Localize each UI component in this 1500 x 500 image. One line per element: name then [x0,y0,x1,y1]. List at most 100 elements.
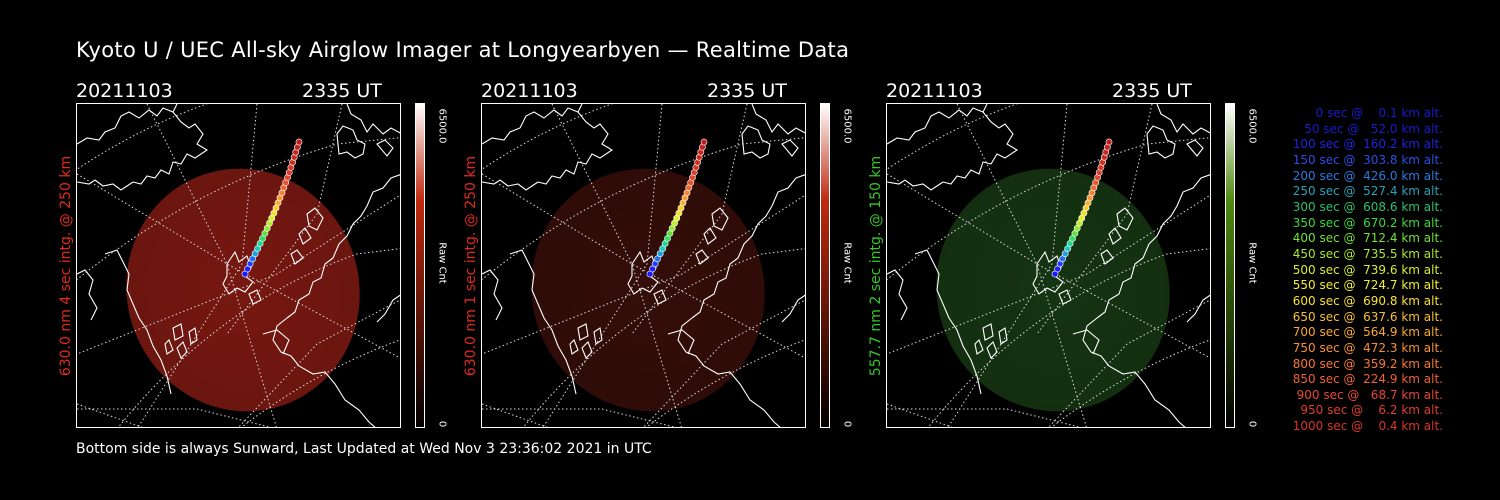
colorbar [820,103,830,428]
colorbar-max-label: 6500.0 [841,108,853,144]
coastline [298,227,312,245]
coastline [914,249,982,395]
lat-lon-gridline [77,408,272,427]
panel-time: 2335 UT [707,80,787,102]
coastline [741,125,771,159]
coastline [986,341,998,359]
lat-lon-gridline [77,137,400,281]
coastline [164,339,174,355]
panel-date: 20211103 [886,80,983,102]
coastline [1058,289,1072,305]
lat-lon-gridline [887,194,1210,355]
trajectory-point [700,138,708,146]
colorbar [415,103,425,428]
panel-date: 20211103 [481,80,578,102]
allsky-image-panel [76,103,401,428]
legend-entry: 950 sec @ 6.2 km alt. [1296,403,1443,418]
legend-entry: 150 sec @ 303.8 km alt. [1288,152,1443,167]
coastline [77,179,134,191]
footer-text: Bottom side is always Sunward, Last Upda… [76,441,652,457]
coastline [1108,227,1122,245]
lat-lon-gridline [643,299,805,427]
coastline [376,294,400,323]
lat-lon-gridline [238,299,400,427]
coastline [346,104,400,135]
coastline [887,104,988,145]
coastline [482,179,539,191]
coastline [376,139,394,157]
coastline [1096,174,1210,319]
legend-entry: 900 sec @ 68.7 km alt. [1292,387,1443,402]
coastline [569,339,579,355]
lat-lon-gridline [887,408,1082,427]
lat-lon-gridline [947,104,1068,427]
coastline [222,250,254,295]
legend-entry: 1000 sec @ 0.4 km alt. [1292,419,1443,434]
coastline [1156,104,1210,135]
coastline [1146,125,1176,159]
trajectory-point [1105,138,1113,146]
coastline [77,269,98,321]
legend-entry: 700 sec @ 564.9 km alt. [1288,325,1443,340]
legend-entry: 750 sec @ 472.3 km alt. [1288,340,1443,355]
colorbar-unit-label: Raw Cnt [1246,242,1258,284]
coastline [1186,294,1210,323]
trajectory-legend: 0 sec @ 0.1 km alt. 50 sec @ 52.0 km alt… [1262,106,1443,435]
legend-entry: 50 sec @ 52.0 km alt. [1296,121,1443,136]
coastline [1082,317,1186,427]
coastline [653,289,667,305]
lat-lon-gridline [77,403,143,427]
coastline [172,323,184,341]
lat-lon-gridline [226,104,343,335]
lat-lon-gridline [1050,339,1210,427]
allsky-map [482,104,805,427]
colorbar-min-label: 0 [1246,420,1258,428]
coastline [286,174,400,319]
panel-wavelength-label: 557.7 nm 2 sec intg. @ 150 km [868,155,884,377]
legend-entry: 400 sec @ 712.4 km alt. [1288,231,1443,246]
legend-entry: 200 sec @ 426.0 km alt. [1288,168,1443,183]
legend-entry: 800 sec @ 359.2 km alt. [1288,356,1443,371]
coastline [781,294,805,323]
panel-wavelength-label: 630.0 nm 1 sec intg. @ 250 km [463,155,479,377]
lat-lon-gridline [117,248,400,427]
coastline [1116,207,1134,231]
coastline [272,317,376,427]
coastline [667,329,695,355]
coastline [482,104,583,145]
legend-entry: 850 sec @ 224.9 km alt. [1288,372,1443,387]
allsky-map [887,104,1210,427]
lat-lon-gridline [631,104,748,335]
coastline [1072,329,1100,355]
coastline [188,327,198,345]
coastline [887,269,908,321]
lat-lon-gridline [1036,104,1153,335]
colorbar-unit-label: Raw Cnt [841,242,853,284]
coastline [1186,139,1204,157]
colorbar-unit-label: Raw Cnt [436,242,448,284]
coastline [581,341,593,359]
coastline [942,111,1019,185]
coastline [132,111,209,185]
legend-entry: 500 sec @ 739.6 km alt. [1288,262,1443,277]
lat-lon-gridline [887,137,1210,281]
lat-lon-gridline [927,248,1210,427]
coastline [336,125,366,159]
lat-lon-gridline [482,403,548,427]
coastline [306,207,324,231]
panel-time: 2335 UT [1112,80,1192,102]
lat-lon-gridline [482,137,805,281]
coastline [974,339,984,355]
colorbar-max-label: 6500.0 [436,108,448,144]
page-title: Kyoto U / UEC All-sky Airglow Imager at … [76,38,850,62]
coastline [703,227,717,245]
coastline [509,249,577,395]
coastline [1100,249,1114,265]
coastline [677,317,781,427]
lat-lon-gridline [482,408,677,427]
legend-entry: 650 sec @ 637.6 km alt. [1288,309,1443,324]
allsky-image-panel [481,103,806,428]
coastline [104,249,172,395]
coastline [290,249,304,265]
allsky-map [77,104,400,427]
